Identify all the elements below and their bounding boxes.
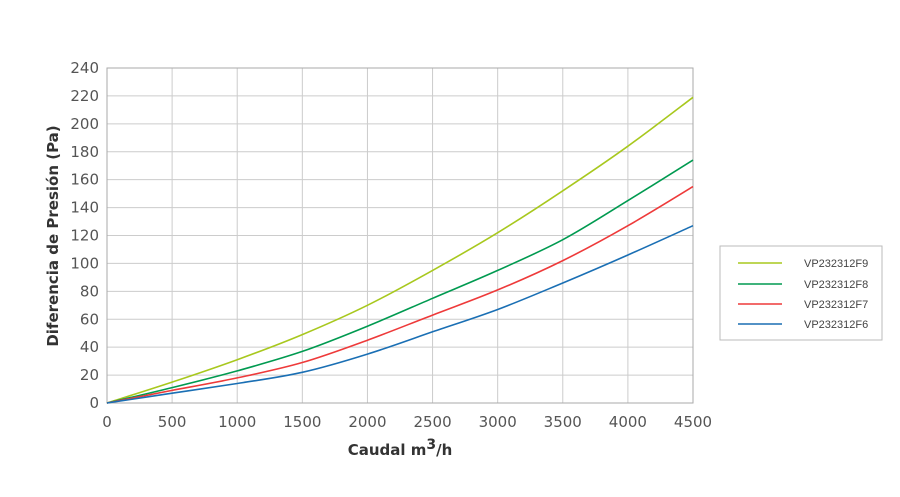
legend-label: VP232312F8 xyxy=(804,279,868,291)
x-tick-label: 2500 xyxy=(413,413,451,431)
legend: VP232312F9 VP232312F8 VP232312F7 VP232312F6 xyxy=(719,245,883,341)
x-tick-label: 2000 xyxy=(348,413,386,431)
series-line-vp232312f8 xyxy=(106,159,694,404)
x-axis-title: Caudal m3/h xyxy=(348,437,453,459)
y-tick-label: 160 xyxy=(70,171,99,189)
y-tick-label: 0 xyxy=(89,394,99,412)
y-tick-label: 100 xyxy=(70,254,99,272)
y-tick-label: 20 xyxy=(80,366,99,384)
y-tick-label: 40 xyxy=(80,338,99,356)
x-tick-label: 4000 xyxy=(609,413,647,431)
y-tick-label: 60 xyxy=(80,310,99,328)
x-axis-title-text: Caudal m xyxy=(348,441,427,459)
series-line-vp232312f6 xyxy=(106,224,694,404)
x-tick-label: 4500 xyxy=(674,413,712,431)
x-axis-ticks: 0 500 1000 1500 2000 2500 3000 3500 4000 4500 xyxy=(102,413,712,431)
grid xyxy=(106,67,694,404)
legend-label: VP232312F9 xyxy=(804,258,868,270)
y-tick-label: 180 xyxy=(70,143,99,161)
legend-label: VP232312F6 xyxy=(804,319,868,331)
legend-label: VP232312F7 xyxy=(804,299,868,311)
y-tick-label: 200 xyxy=(70,115,99,133)
plot-frame xyxy=(106,67,694,404)
y-tick-label: 120 xyxy=(70,227,99,245)
series-group xyxy=(106,96,694,404)
y-tick-label: 140 xyxy=(70,199,99,217)
y-axis-title: Diferencia de Presión (Pa) xyxy=(44,125,62,346)
x-axis-title-suffix: /h xyxy=(436,441,452,459)
x-tick-label: 3000 xyxy=(479,413,517,431)
x-tick-label: 3500 xyxy=(544,413,582,431)
x-tick-label: 1500 xyxy=(283,413,321,431)
y-tick-label: 240 xyxy=(70,59,99,77)
x-axis-title-superscript: 3 xyxy=(426,437,436,453)
series-line-vp232312f7 xyxy=(106,185,694,404)
y-axis-ticks: 0 20 40 60 80 100 120 140 160 180 200 220 240 xyxy=(70,59,99,412)
x-tick-label: 1000 xyxy=(218,413,256,431)
x-tick-label: 0 xyxy=(102,413,112,431)
x-tick-label: 500 xyxy=(158,413,187,431)
y-tick-label: 80 xyxy=(80,282,99,300)
series-line-vp232312f9 xyxy=(106,96,694,404)
y-tick-label: 220 xyxy=(70,87,99,105)
